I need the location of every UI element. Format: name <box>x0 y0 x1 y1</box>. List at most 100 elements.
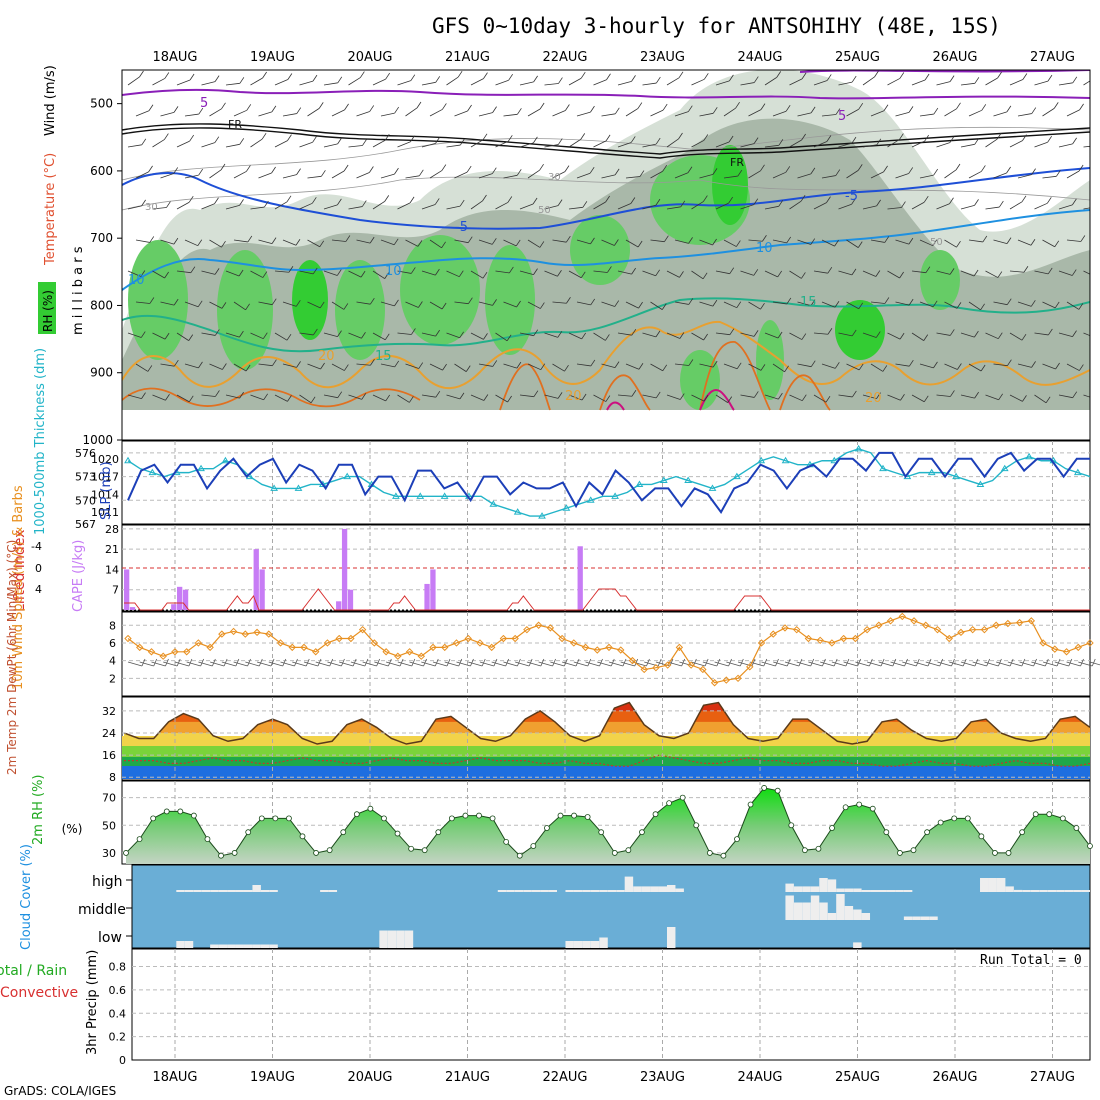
rh-point <box>136 836 143 842</box>
rh-label-30b: 30 <box>145 202 158 213</box>
rh-point <box>788 822 795 829</box>
rh-point <box>408 845 415 852</box>
cape-bar <box>430 569 436 610</box>
bottom-date-label: 23AUG <box>640 1070 685 1085</box>
cloud-bar <box>599 890 608 892</box>
cloud-bar <box>793 886 803 892</box>
ua-tick-label: 500 <box>90 97 113 111</box>
cloud-bar <box>582 941 591 948</box>
ua-tick-label: 600 <box>90 164 113 178</box>
thickness-tick-label: 573 <box>75 471 96 484</box>
wind-point <box>863 625 871 634</box>
wind-point <box>124 634 132 643</box>
rh-tick-label: 30 <box>102 847 116 860</box>
cape-li-panel: 7 14 21 28 -4 0 4 Lifted Index CAPE (J/kg) <box>12 523 1091 612</box>
top-date-label: 27AUG <box>1030 50 1075 65</box>
wind-point <box>429 643 437 652</box>
cloud-bar <box>523 890 532 892</box>
cloud-bars <box>126 876 1090 948</box>
wind-point <box>1039 639 1047 647</box>
rh-legend-swatch <box>38 282 56 334</box>
rh-point <box>639 829 645 836</box>
wind-point <box>605 643 613 652</box>
slp-tick-label: 1020 <box>91 453 119 466</box>
top-date-label: 24AUG <box>737 50 782 65</box>
rh-point <box>734 836 740 842</box>
cloud-bar <box>514 890 524 892</box>
rh-point <box>394 830 401 837</box>
wind-point <box>1074 643 1082 652</box>
thickness-point <box>659 476 668 484</box>
rh-point <box>774 787 781 794</box>
thickness-tick-label: 576 <box>75 447 96 460</box>
cloud-bar <box>785 895 794 920</box>
wind-point <box>441 643 449 652</box>
credit: GrADS: COLA/IGES <box>4 1084 116 1098</box>
wind-point <box>710 679 719 687</box>
cloud-bar <box>1030 890 1040 892</box>
cloud-bar <box>641 886 651 892</box>
cloud-bar <box>802 886 811 892</box>
bottom-date-label: 22AUG <box>542 1070 587 1085</box>
wind-point <box>194 639 203 647</box>
cloud-bar <box>844 888 854 892</box>
thickness-point <box>732 472 741 480</box>
cloud-bar <box>666 885 676 892</box>
cloud-bar <box>870 890 879 892</box>
wind-point <box>546 624 555 632</box>
rh-point <box>584 814 591 820</box>
rh-point <box>544 825 550 831</box>
wind-point <box>957 628 965 637</box>
cloud-bar <box>531 890 541 892</box>
rh-point <box>286 815 292 822</box>
wind-point <box>358 625 367 634</box>
iso-label-10: 10 <box>128 273 145 288</box>
thickness-point <box>294 484 303 491</box>
cloud-bar <box>387 930 397 948</box>
cloud-bar <box>176 890 185 892</box>
wind-point <box>663 661 672 669</box>
cape-bar <box>124 569 130 610</box>
cloud-bar <box>624 876 634 892</box>
wind-speed-line <box>127 615 1091 684</box>
rh-point <box>245 829 252 836</box>
slp-line <box>127 451 1090 514</box>
cloud-bar <box>243 890 253 892</box>
rh-point <box>204 836 211 842</box>
ylabel-10m-wind: 10m Wind Speed (m/s) & Barbs <box>11 485 26 690</box>
precip-tick-label: 0.6 <box>109 984 127 997</box>
thickness-point <box>708 484 717 491</box>
cape-bar <box>177 586 183 610</box>
wind-point <box>992 621 1000 629</box>
thickness-point <box>684 476 693 484</box>
rh-point <box>272 815 279 822</box>
rh-point <box>435 829 442 836</box>
wind-point <box>910 617 918 625</box>
cloud-bar <box>853 942 862 948</box>
wind-point <box>464 634 472 643</box>
thickness-point <box>221 456 230 464</box>
rh-point <box>340 829 347 836</box>
cape-bar <box>347 589 354 610</box>
wind-point <box>382 648 390 656</box>
cloud-level-middle: middle <box>78 902 126 918</box>
cloud-bar <box>218 890 228 892</box>
cloud-bar <box>252 885 261 892</box>
cloud-bar <box>666 927 676 948</box>
wind-tick-label: 6 <box>109 637 116 650</box>
cloud-bar <box>836 888 845 892</box>
cloud-bar <box>252 944 261 948</box>
rh-point <box>625 847 632 854</box>
wind-point <box>1004 619 1012 628</box>
iso-label-fr-b: FR <box>730 156 744 169</box>
rh-point <box>1032 811 1039 818</box>
cloud-bar <box>210 944 219 948</box>
cloud-bar <box>1013 889 1023 892</box>
cloud-bar <box>573 890 583 892</box>
cape-tick-label: 28 <box>105 523 119 536</box>
bottom-date-label: 21AUG <box>445 1070 490 1085</box>
thickness-point <box>343 472 352 480</box>
bottom-date-labels: 18AUG 19AUG 20AUG 21AUG 22AUG 23AUG 24AUG 25AUG… <box>152 1070 1075 1085</box>
cloud-bar <box>269 944 278 948</box>
wind-point <box>229 627 238 636</box>
